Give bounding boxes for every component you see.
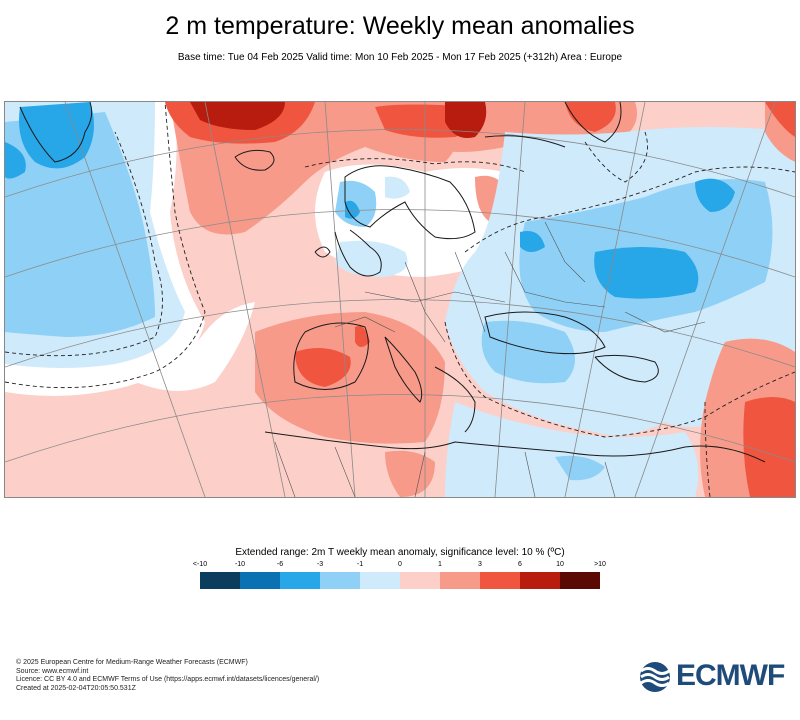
warm-anomaly-iberia <box>295 348 351 387</box>
chart-title: 2 m temperature: Weekly mean anomalies <box>165 12 635 40</box>
legend-tick-label: <-10 <box>192 561 208 568</box>
borders <box>274 221 706 497</box>
cold-anomaly-russia-core <box>594 247 699 299</box>
cold-anomaly-sweden <box>385 176 410 199</box>
legend-swatch <box>480 572 520 589</box>
legend-tick-label: 0 <box>398 561 402 568</box>
legend-tick-label: 10 <box>556 561 564 568</box>
legend-tick-label: -10 <box>234 561 246 568</box>
legend-tick-label: 1 <box>438 561 442 568</box>
legend-swatch <box>320 572 360 589</box>
created-text: Created at 2025-02-04T20:05:50.531Z <box>16 684 136 692</box>
footer: © 2025 European Centre for Medium-Range … <box>16 659 319 693</box>
warm-anomaly-novaya-zemlya <box>565 102 616 132</box>
cold-anomaly-greenland-west <box>5 142 26 179</box>
significance-contours <box>5 102 795 497</box>
cold-anomaly-britain <box>335 240 408 277</box>
legend-colorbar <box>200 572 600 589</box>
source-text: Source: www.ecmwf.int <box>16 667 89 675</box>
legend-swatch <box>360 572 400 589</box>
legend-swatch <box>520 572 560 589</box>
legend-tick-label: -6 <box>276 561 284 568</box>
warm-anomaly-far-northeast-core <box>765 102 795 137</box>
legend-tick-label: 6 <box>518 561 522 568</box>
strong-warm-anomaly-kola <box>445 102 487 138</box>
anomaly-map <box>4 101 796 498</box>
coastlines <box>19 102 766 463</box>
warm-anomaly-alps <box>355 326 370 347</box>
copyright-text: © 2025 European Centre for Medium-Range … <box>16 659 248 666</box>
ecmwf-logo-mark-icon <box>640 662 670 692</box>
legend-title: Extended range: 2m T weekly mean anomaly… <box>235 547 565 558</box>
legend-swatch <box>240 572 280 589</box>
legend-ticks: <-10 -10 -6 -3 -1 0 1 3 6 10 >10 <box>193 561 606 571</box>
cold-anomaly-norway-core <box>345 200 360 219</box>
legend-swatch <box>280 572 320 589</box>
legend-swatch <box>440 572 480 589</box>
licence-text: Licence: CC BY 4.0 and ECMWF Terms of Us… <box>16 676 320 683</box>
cold-anomaly-north-africa <box>445 402 699 497</box>
cold-anomaly-baltic <box>520 231 545 252</box>
warm-anomaly-mediterranean <box>255 312 445 444</box>
legend-swatch <box>200 572 240 589</box>
cold-anomaly-libya <box>555 455 605 481</box>
legend-swatch <box>560 572 600 589</box>
cold-anomaly-atlantic-core <box>5 112 155 337</box>
legend-swatch <box>400 572 440 589</box>
strong-warm-anomaly-arctic <box>190 102 285 130</box>
neutral-zone-azores <box>125 302 255 391</box>
warm-anomaly-subtropical-atlantic <box>5 382 265 497</box>
chart-subtitle: Base time: Tue 04 Feb 2025 Valid time: M… <box>177 52 623 63</box>
ecmwf-logo: ECMWF <box>636 659 786 694</box>
legend-tick-label: -3 <box>316 561 324 568</box>
cold-anomaly-north-russia <box>695 178 735 212</box>
graticule <box>5 102 795 497</box>
legend-tick-label: -1 <box>356 561 364 568</box>
ecmwf-logo-text: ECMWF <box>676 659 785 692</box>
legend-tick-label: >10 <box>594 561 606 568</box>
warm-anomaly-middle-east <box>743 397 795 497</box>
map-svg <box>5 102 795 497</box>
legend-tick-label: 3 <box>478 561 482 568</box>
